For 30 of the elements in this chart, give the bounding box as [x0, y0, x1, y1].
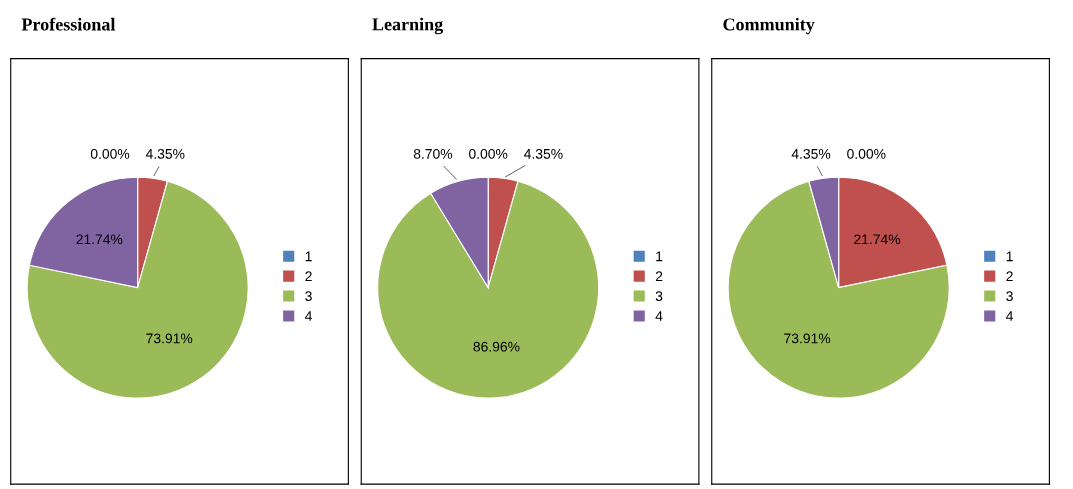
- data-label: 8.70%: [413, 148, 453, 159]
- legend-label: 2: [305, 271, 312, 282]
- legend-label: 4: [305, 311, 312, 321]
- chart-title: Learning: [372, 17, 444, 35]
- legend-label: 2: [655, 271, 663, 282]
- legend-label: 1: [1006, 251, 1013, 262]
- pie-slice: [26, 180, 249, 399]
- data-label: 86.96%: [473, 341, 520, 352]
- legend-label: 3: [655, 291, 663, 302]
- legend-label: 4: [1006, 311, 1014, 321]
- data-label: 73.91%: [146, 333, 193, 344]
- legend-label: 3: [305, 291, 312, 302]
- data-label: 21.74%: [76, 234, 123, 245]
- pie-slice: [377, 180, 600, 399]
- text: 0.00%: [90, 148, 130, 159]
- data-label: 4.35%: [145, 148, 185, 159]
- data-label: 4.35%: [791, 148, 831, 159]
- legend-label: 4: [655, 311, 663, 321]
- legend-label: 1: [305, 251, 312, 262]
- legend-label: 3: [1006, 291, 1013, 302]
- chart-title: Professional: [21, 17, 116, 31]
- text: 0.00%: [847, 148, 886, 159]
- data-label: 4.35%: [524, 148, 563, 159]
- legend-label: 2: [1006, 271, 1013, 282]
- pie-slice: [727, 180, 950, 399]
- chart-title: Community: [723, 17, 815, 35]
- data-label: 21.74%: [854, 234, 901, 245]
- legend-label: 1: [656, 251, 663, 262]
- text: 0.00%: [469, 148, 508, 159]
- data-label: 73.91%: [784, 333, 831, 344]
